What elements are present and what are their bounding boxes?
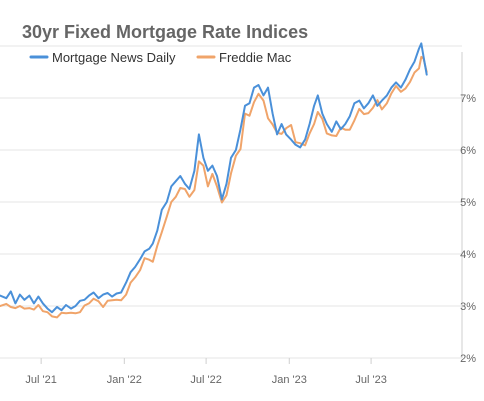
x-tick-label: Jul '23 bbox=[355, 374, 386, 386]
y-tick-label: 5% bbox=[460, 197, 476, 209]
y-axis-ticks: 2% 3% 4% 5% 6% 7% bbox=[460, 93, 476, 365]
grid bbox=[0, 45, 463, 359]
y-tick-label: 6% bbox=[460, 145, 476, 157]
x-tick-label: Jul '21 bbox=[25, 374, 56, 386]
y-tick-label: 4% bbox=[460, 249, 476, 261]
legend-label-freddie-mac: Freddie Mac bbox=[219, 50, 292, 65]
y-tick-label: 2% bbox=[460, 353, 476, 365]
freddie-mac-line[interactable] bbox=[0, 55, 428, 319]
legend-label-mortgage-news-daily: Mortgage News Daily bbox=[52, 50, 176, 65]
y-tick-label: 3% bbox=[460, 301, 476, 313]
mortgage-news-daily-line[interactable] bbox=[0, 42, 428, 314]
legend-item-freddie-mac[interactable]: Freddie Mac bbox=[196, 50, 292, 65]
legend: Mortgage News Daily Freddie Mac bbox=[29, 50, 292, 65]
x-tick-label: Jan '23 bbox=[272, 374, 307, 386]
y-tick-label: 7% bbox=[460, 93, 476, 105]
legend-item-mortgage-news-daily[interactable]: Mortgage News Daily bbox=[29, 50, 176, 65]
x-axis-ticks: Jul '21 Jan '22 Jul '22 Jan '23 Jul '23 bbox=[25, 358, 387, 386]
series-lines bbox=[0, 42, 428, 319]
x-tick-label: Jul '22 bbox=[190, 374, 221, 386]
x-tick-label: Jan '22 bbox=[107, 374, 142, 386]
chart-title: 30yr Fixed Mortgage Rate Indices bbox=[22, 22, 308, 42]
